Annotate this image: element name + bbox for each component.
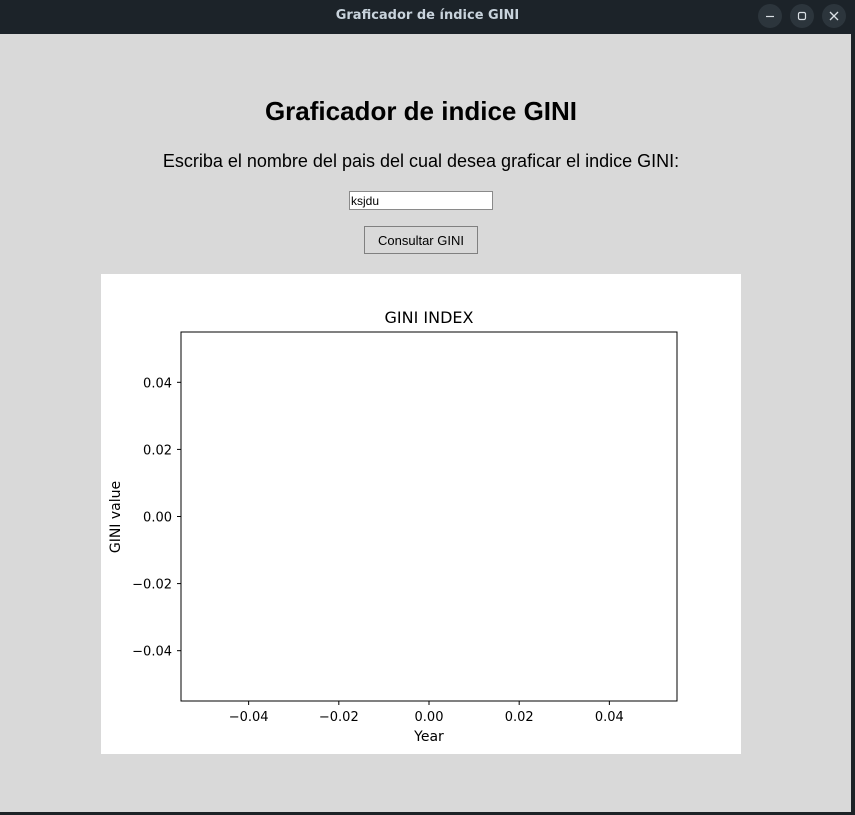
country-prompt-label: Escriba el nombre del pais del cual dese… bbox=[162, 151, 680, 171]
close-button[interactable] bbox=[822, 4, 846, 28]
x-tick-label: 0.02 bbox=[505, 710, 534, 725]
x-tick-label: 0.04 bbox=[595, 710, 624, 725]
minimize-button[interactable] bbox=[758, 4, 782, 28]
maximize-icon bbox=[797, 11, 807, 21]
y-tick-label: 0.02 bbox=[143, 443, 172, 458]
gini-chart: GINI INDEX Year GINI value −0.04 −0.02 0.0… bbox=[101, 274, 741, 754]
x-axis-label: Year bbox=[413, 729, 444, 745]
y-axis-label: GINI value bbox=[108, 481, 124, 553]
main-window: Graficador de indice GINI Escriba el nom… bbox=[0, 34, 851, 812]
y-tick-label: 0.00 bbox=[143, 511, 172, 526]
chart-title: GINI INDEX bbox=[385, 308, 474, 327]
x-tick-label: −0.02 bbox=[319, 710, 359, 725]
x-tick-label: −0.04 bbox=[229, 710, 269, 725]
maximize-button[interactable] bbox=[790, 4, 814, 28]
minimize-icon bbox=[766, 15, 774, 18]
y-tick-label: −0.02 bbox=[132, 578, 172, 593]
country-input[interactable] bbox=[349, 191, 493, 210]
page-title: Graficador de indice GINI bbox=[264, 96, 578, 126]
close-icon bbox=[829, 11, 839, 21]
plot-area bbox=[180, 331, 678, 702]
chart-svg: GINI INDEX Year GINI value −0.04 −0.02 0.0… bbox=[108, 308, 678, 745]
title-bar: Graficador de índice GINI bbox=[0, 0, 855, 34]
x-tick-label: 0.00 bbox=[415, 710, 444, 725]
consultar-gini-button[interactable]: Consultar GINI bbox=[364, 226, 478, 254]
y-tick-label: −0.04 bbox=[132, 645, 172, 660]
window-title: Graficador de índice GINI bbox=[335, 8, 520, 23]
y-tick-label: 0.04 bbox=[143, 376, 172, 391]
axis-ticks: −0.04 −0.02 0.00 0.02 0.04 −0.04 −0.02 0.00 0.02… bbox=[132, 376, 624, 725]
